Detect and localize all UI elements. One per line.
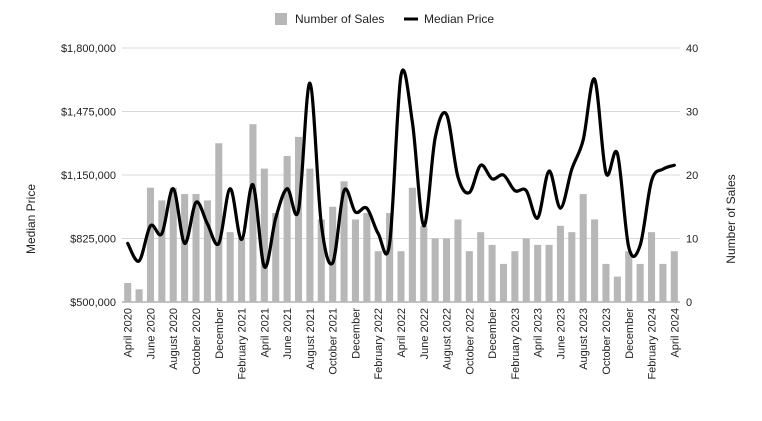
legend: Number of Sales Median Price [275,12,494,26]
bar [340,181,348,302]
x-tick-label: December [214,308,226,359]
left-axis-ticks: $500,000 $825,000 $1,150,000 $1,475,000 $1,8… [61,43,116,309]
x-tick-label: June 2020 [145,308,157,359]
bar [226,232,234,302]
bar [556,225,564,302]
legend-label-number-of-sales: Number of Sales [295,12,384,26]
bar [249,124,257,302]
bar [192,194,200,302]
bar [443,238,451,302]
bar [215,143,223,302]
bar [306,168,314,302]
x-tick-label: April 2020 [123,308,135,358]
bar [272,213,280,302]
x-tick-label: October 2022 [464,308,476,375]
x-tick-label: June 2021 [282,308,294,359]
bar [203,200,211,302]
bar [499,263,508,302]
x-tick-label: August 2023 [578,308,590,370]
bar [465,251,473,302]
x-tick-label: June 2022 [419,308,431,359]
bar [124,282,132,302]
bar [420,225,428,302]
left-axis-title: Median Price [24,184,38,254]
bar [477,232,485,302]
bar [625,251,633,302]
bar-series-number-of-sales [124,124,678,302]
x-tick-label: August 2020 [168,308,180,370]
x-tick-label: December [624,308,636,359]
x-tick-label: December [487,308,499,359]
x-tick-label: August 2022 [442,308,454,370]
bar [260,168,268,302]
x-tick-label: April 2023 [533,308,545,358]
left-tick-label: $500,000 [70,297,116,309]
x-tick-label: April 2022 [396,308,408,358]
bar [408,187,416,302]
bar [317,219,325,302]
bar [294,136,303,302]
bar [648,232,656,302]
x-tick-label: October 2023 [601,308,613,375]
bar [670,251,678,302]
right-tick-label: 10 [686,234,698,246]
x-tick-label: December [350,308,362,359]
right-tick-label: 20 [686,170,698,182]
bar [135,289,143,302]
x-tick-label: April 2021 [259,308,271,358]
right-tick-label: 40 [686,43,698,55]
bar [579,194,587,302]
bar [351,219,359,302]
bar [431,238,439,302]
bar [169,187,177,302]
x-tick-label: February 2023 [510,308,522,380]
bar [363,213,371,302]
right-tick-label: 30 [686,107,698,119]
bar [386,213,394,302]
legend-swatch-number-of-sales [275,13,287,25]
bar [158,200,166,302]
bar [522,238,530,302]
left-tick-label: $1,475,000 [61,107,116,119]
right-axis-ticks: 0 10 20 30 40 [686,43,698,309]
bar [374,251,382,302]
bar [454,219,462,302]
x-axis-ticks: April 2020 June 2020 August 2020 October 20… [123,308,682,380]
bar [238,238,246,302]
gridlines [122,47,680,303]
x-tick-label: April 2024 [669,308,681,358]
x-tick-label: February 2024 [647,308,659,380]
bar [511,251,519,302]
bar [659,263,667,302]
median-price-line [126,68,676,269]
left-tick-label: $1,150,000 [61,170,116,182]
bar [534,244,542,302]
bar [545,244,553,302]
bar [283,155,291,302]
x-tick-label: February 2021 [237,308,249,380]
left-tick-label: $1,800,000 [61,43,116,55]
bar [146,187,154,302]
x-tick-label: June 2023 [555,308,567,359]
bar [329,206,337,302]
x-tick-label: October 2020 [191,308,203,375]
x-tick-label: August 2021 [305,308,317,370]
x-tick-label: February 2022 [373,308,385,380]
bar [591,219,599,302]
bar [602,263,610,302]
right-axis-title: Number of Sales [724,174,738,263]
left-tick-label: $825,000 [70,234,116,246]
bar [488,244,496,302]
bar [568,232,576,302]
line-series-median-price [126,68,676,269]
bar [181,194,189,302]
bar [636,263,644,302]
right-tick-label: 0 [686,297,692,309]
bar [397,251,405,302]
x-tick-label: October 2021 [328,308,340,375]
bar [613,276,621,302]
legend-label-median-price: Median Price [424,12,494,26]
